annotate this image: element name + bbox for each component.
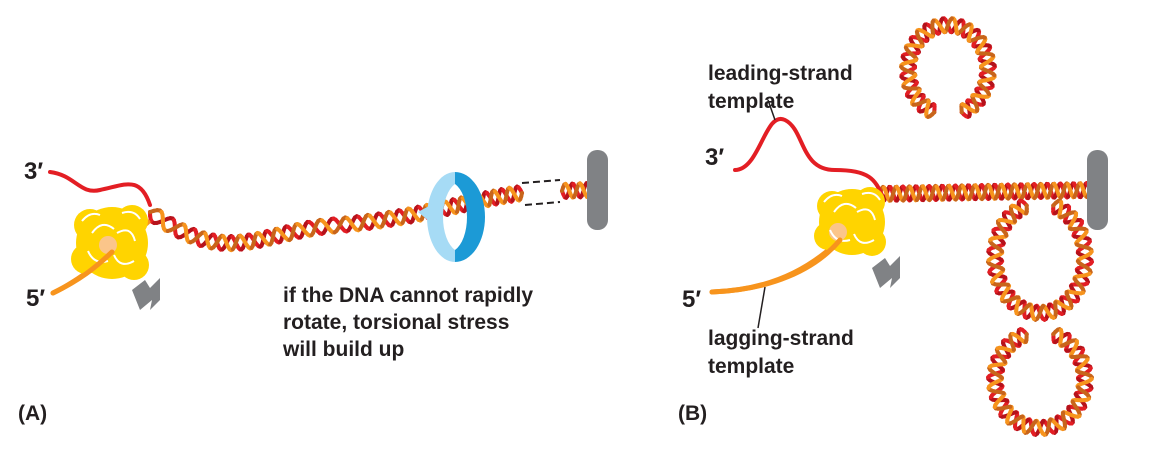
caption-line-2: rotate, torsional stress [283, 311, 510, 334]
three-prime-label-b: 3′ [705, 144, 725, 171]
lagging-strand-a-over [50, 249, 115, 296]
dashed-line [524, 201, 561, 206]
caption-line-3: will build up [283, 338, 405, 361]
five-prime-label-a: 5′ [26, 285, 46, 312]
helix-segment [519, 191, 524, 199]
panel-label-a: (A) [18, 402, 48, 425]
helix-segment [930, 110, 937, 117]
lagging-label-pointer [757, 286, 766, 329]
direction-arrow-icon [872, 256, 900, 288]
leading-strand-label-2: template [708, 90, 795, 113]
panel-label-b: (B) [678, 402, 708, 425]
helix-b-loop-bottom [986, 327, 1094, 437]
lagging-strand-label-2: template [708, 355, 795, 378]
leading-label-pointer [767, 99, 776, 121]
dashed-line [521, 179, 561, 184]
leading-strand-b [733, 116, 884, 197]
helix-b-main [878, 181, 1092, 203]
helix-b-loop-mid [986, 198, 1094, 322]
rotation-arrow-icon [418, 172, 485, 262]
five-prime-label-b: 5′ [682, 286, 702, 313]
anchor-bar-b [1087, 150, 1108, 230]
dna-helices [148, 16, 1094, 437]
caption-line-1: if the DNA cannot rapidly [283, 284, 534, 307]
helix-a-stub [560, 181, 591, 200]
lagging-strand-b-over [709, 237, 843, 295]
helicase-icon [814, 187, 886, 256]
direction-arrow-icon [132, 278, 160, 310]
three-prime-label-a: 3′ [24, 158, 44, 185]
helicase-icon [71, 205, 149, 280]
anchor-bar-a [587, 150, 608, 230]
leading-strand-a [48, 170, 152, 207]
lagging-strand-label-1: lagging-strand [708, 327, 854, 350]
helix-a-1 [148, 208, 342, 253]
leading-strand-label-1: leading-strand [708, 62, 853, 85]
helix-b-loop-top [899, 16, 997, 119]
